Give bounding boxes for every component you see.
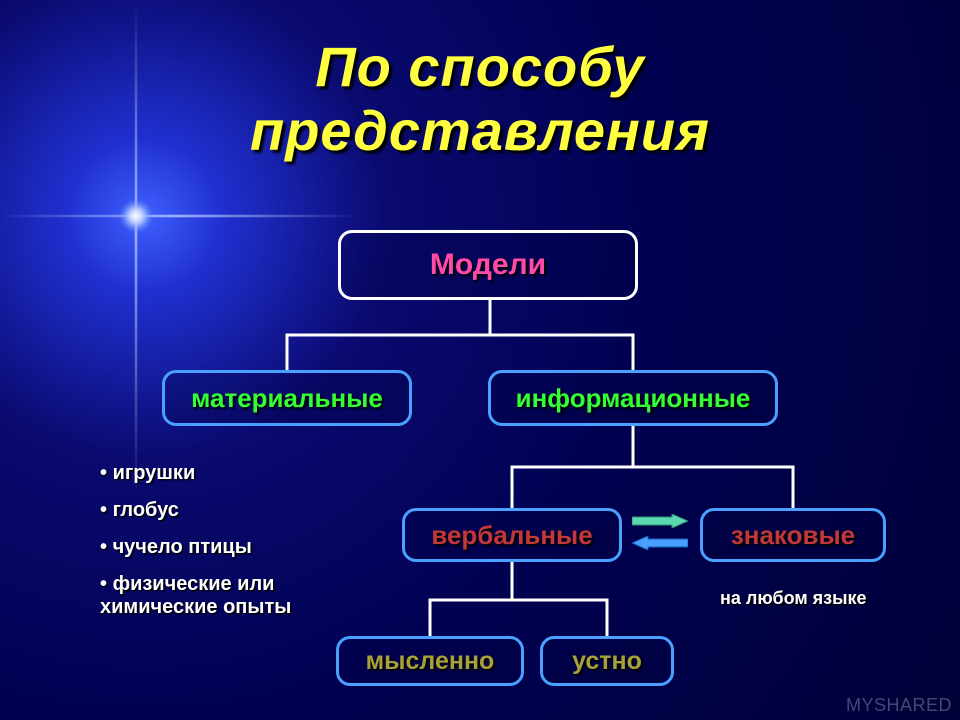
- bullet-item: чучело птицы: [100, 536, 330, 559]
- node-verb: вербальные: [402, 508, 622, 562]
- bullet-item: игрушки: [100, 462, 330, 485]
- node-oral: устно: [540, 636, 674, 686]
- node-sign: знаковые: [700, 508, 886, 562]
- watermark: MYSHARED: [846, 695, 952, 716]
- arrow-right-icon: [632, 514, 688, 528]
- slide-title: По способу представления: [0, 35, 960, 164]
- sign-caption: на любом языке: [720, 588, 867, 609]
- bullet-item: глобус: [100, 499, 330, 522]
- bullet-item: физические или химические опыты: [100, 573, 330, 619]
- arrow-left-icon: [632, 536, 688, 550]
- material-examples-list: игрушки глобус чучело птицы физические или …: [100, 462, 330, 633]
- node-root: Модели: [338, 230, 638, 300]
- node-mat: материальные: [162, 370, 412, 426]
- node-info: информационные: [488, 370, 778, 426]
- node-ment: мысленно: [336, 636, 524, 686]
- title-line-2: представления: [0, 99, 960, 163]
- title-line-1: По способу: [0, 35, 960, 99]
